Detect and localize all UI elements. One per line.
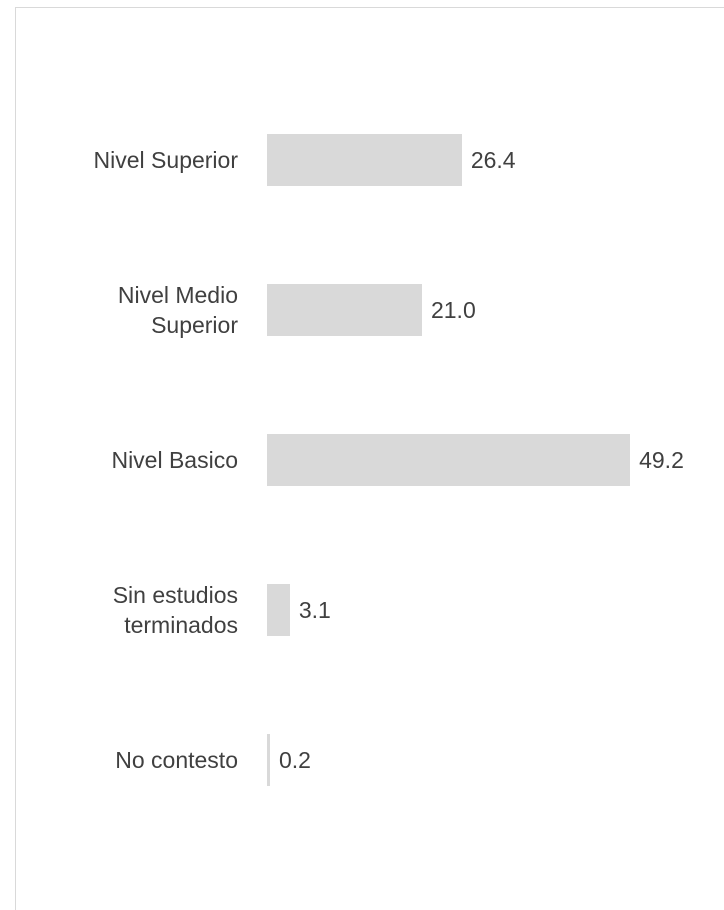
bar [267, 434, 631, 486]
frame [15, 7, 724, 8]
bar [267, 134, 462, 186]
category-label: No contesto [115, 747, 238, 773]
value-label: 21.0 [430, 297, 476, 323]
value-label: 49.2 [639, 447, 684, 473]
bar [267, 284, 422, 336]
bar [267, 734, 270, 786]
category-label: Nivel Medio Superior [117, 282, 238, 338]
value-label: 3.1 [298, 597, 331, 623]
category-label: Sin estudios terminados [112, 582, 238, 638]
bar [267, 584, 290, 636]
frame [15, 7, 16, 910]
category-label: Nivel Basico [111, 447, 238, 473]
value-label: 26.4 [470, 147, 516, 173]
value-label: 0.2 [279, 747, 311, 773]
category-label: Nivel Superior [93, 147, 238, 173]
